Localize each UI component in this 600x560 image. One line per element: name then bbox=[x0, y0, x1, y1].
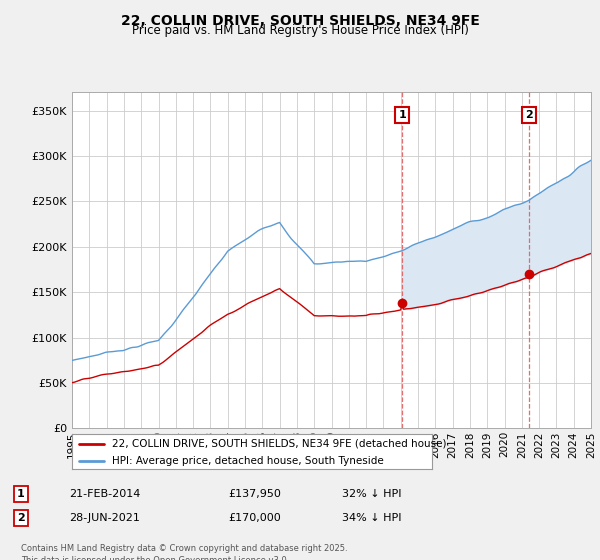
Text: 22, COLLIN DRIVE, SOUTH SHIELDS, NE34 9FE (detached house): 22, COLLIN DRIVE, SOUTH SHIELDS, NE34 9F… bbox=[112, 438, 446, 449]
Text: £170,000: £170,000 bbox=[228, 513, 281, 523]
Text: 1: 1 bbox=[398, 110, 406, 120]
Text: 2: 2 bbox=[525, 110, 533, 120]
Text: £137,950: £137,950 bbox=[228, 489, 281, 499]
Text: 34% ↓ HPI: 34% ↓ HPI bbox=[342, 513, 401, 523]
Text: HPI: Average price, detached house, South Tyneside: HPI: Average price, detached house, Sout… bbox=[112, 456, 383, 466]
Text: Price paid vs. HM Land Registry's House Price Index (HPI): Price paid vs. HM Land Registry's House … bbox=[131, 24, 469, 37]
Text: 2: 2 bbox=[17, 513, 25, 523]
Text: 28-JUN-2021: 28-JUN-2021 bbox=[69, 513, 140, 523]
Text: Contains HM Land Registry data © Crown copyright and database right 2025.
This d: Contains HM Land Registry data © Crown c… bbox=[21, 544, 347, 560]
Text: 22, COLLIN DRIVE, SOUTH SHIELDS, NE34 9FE: 22, COLLIN DRIVE, SOUTH SHIELDS, NE34 9F… bbox=[121, 14, 479, 28]
Text: 21-FEB-2014: 21-FEB-2014 bbox=[69, 489, 140, 499]
Text: 32% ↓ HPI: 32% ↓ HPI bbox=[342, 489, 401, 499]
Text: 1: 1 bbox=[17, 489, 25, 499]
